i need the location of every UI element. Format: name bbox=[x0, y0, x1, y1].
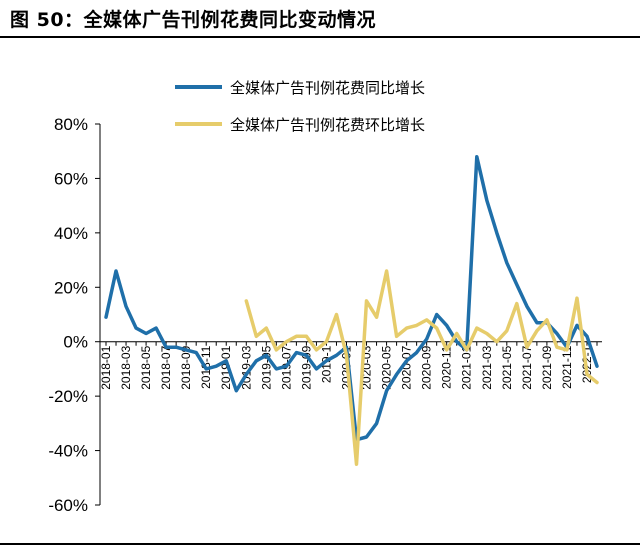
x-tick-label: 2021-11 bbox=[560, 345, 574, 388]
x-tick-label: 2021-03 bbox=[480, 345, 494, 389]
series-layer bbox=[104, 154, 599, 466]
x-tick-label: 2018-09 bbox=[179, 345, 193, 389]
x-tick-label: 2018-05 bbox=[139, 345, 153, 389]
y-tick-label: 0% bbox=[63, 333, 88, 352]
series-line-mom bbox=[244, 269, 599, 466]
x-tick-label: 2019-1 bbox=[319, 345, 333, 383]
y-tick-label: -40% bbox=[48, 442, 88, 461]
chart-axes: -60% -40% -20% 0% 20% 40% 60% 80% 2018-01 2018-03… bbox=[48, 115, 602, 515]
x-tick-label: 2021-05 bbox=[500, 345, 514, 389]
y-tick-label: 40% bbox=[54, 224, 88, 243]
x-tick-label: 2019-01 bbox=[219, 345, 233, 389]
x-tick-label: 2019-05 bbox=[259, 345, 273, 389]
y-tick-label: 20% bbox=[54, 278, 88, 297]
y-tick-label: -60% bbox=[48, 496, 88, 515]
x-tick-label: 2018-03 bbox=[119, 345, 133, 389]
x-tick-label: 2020-05 bbox=[380, 345, 394, 389]
x-tick-label: 2020-11 bbox=[440, 345, 454, 388]
y-tick-label: 60% bbox=[54, 169, 88, 188]
y-tick-label: -20% bbox=[48, 387, 88, 406]
page-title: 图 50：全媒体广告刊例花费同比变动情况 bbox=[10, 9, 377, 31]
x-tick-label: 2021-07 bbox=[520, 345, 534, 389]
legend-label: 全媒体广告刊例花费环比增长 bbox=[230, 116, 425, 134]
x-tick-label: 2019-09 bbox=[299, 345, 313, 389]
x-tick-label: 2018-01 bbox=[99, 345, 113, 389]
title-divider bbox=[0, 36, 640, 38]
x-tick-label: 2018-07 bbox=[159, 345, 173, 389]
legend-label: 全媒体广告刊例花费同比增长 bbox=[230, 79, 425, 97]
bottom-divider bbox=[0, 543, 640, 545]
y-tick-label: 80% bbox=[54, 115, 88, 134]
x-tick-label: 2021-01 bbox=[460, 345, 474, 389]
x-tick-label: 2021-09 bbox=[540, 345, 554, 389]
x-tick-label: 2020-09 bbox=[420, 345, 434, 389]
